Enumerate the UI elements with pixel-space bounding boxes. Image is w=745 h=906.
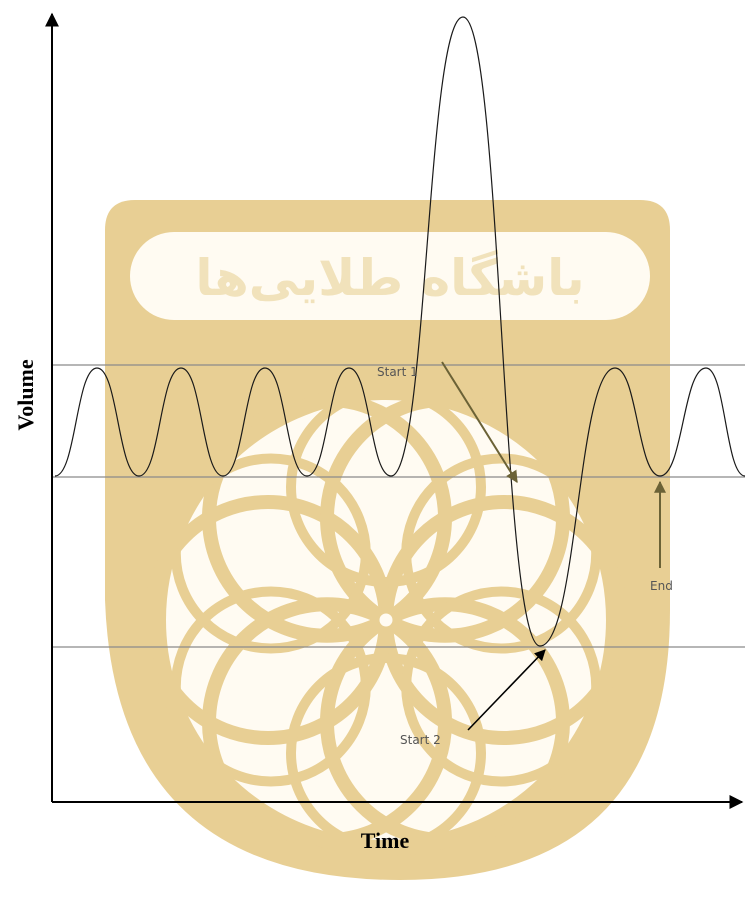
end-label: End (650, 579, 673, 593)
watermark-logo: باشگاه طلایی‌ها (105, 200, 670, 880)
watermark-rosette (143, 384, 629, 856)
start1-arrow (441, 361, 518, 484)
volume-waveform (54, 16, 745, 647)
start2-arrow (467, 649, 546, 731)
rosette-rim (150, 384, 622, 856)
start2-label: Start 2 (400, 733, 441, 747)
watermark-banner (130, 232, 650, 320)
watermark-text: باشگاه طلایی‌ها (195, 249, 584, 307)
start1-label: Start 1 (377, 365, 418, 379)
y-axis-label: Volume (13, 359, 38, 431)
rosette-hub (372, 606, 400, 634)
x-axis-label: Time (361, 828, 410, 853)
